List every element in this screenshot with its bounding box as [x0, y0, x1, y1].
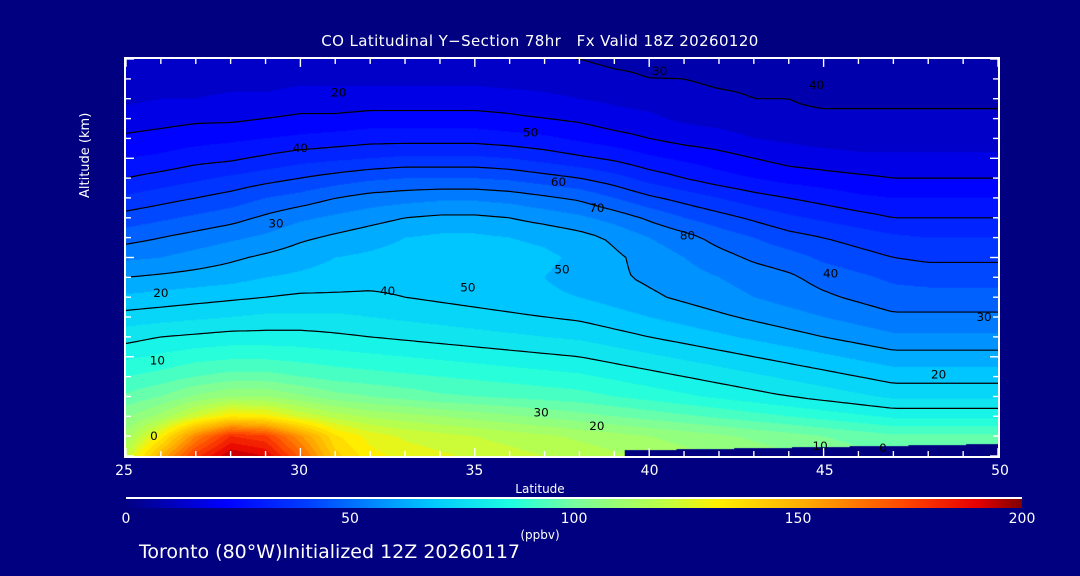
contour-label-group-16: 20: [931, 368, 946, 382]
contour-label-group-17: 30: [533, 405, 548, 419]
contour-label-group-15: 10: [150, 354, 165, 368]
contour-fill-field: [126, 59, 998, 456]
x-tick-label: 50: [991, 463, 1009, 479]
colorbar-tick-label: 150: [784, 511, 812, 527]
contour-line-path: [126, 59, 998, 408]
contour-label-group-8: 30: [268, 217, 283, 231]
plot-frame: 20 30 40 40 50 60 70 80 30 50 40 50 40 20 30 10 20 30 20 0 1…: [124, 57, 1000, 458]
contour-label-group-0: 20: [331, 86, 346, 100]
x-tick-label: 45: [815, 463, 834, 479]
contour-label: 0: [879, 441, 887, 455]
contour-label-group-2: 40: [809, 78, 824, 92]
contour-label: 0: [150, 429, 158, 443]
contour-label-group-5: 60: [551, 175, 566, 189]
x-axis-title: Latitude: [515, 482, 565, 496]
contour-label-group-12: 40: [380, 284, 395, 298]
colorbar-gradient: [126, 499, 1022, 508]
contour-label-group-9: 50: [554, 262, 569, 276]
frame-tick-marks: [126, 59, 998, 456]
contour-label-group-1: 30: [652, 64, 667, 78]
contour-lines-overlay: 20 30 40 40 50 60 70 80 30 50 40 50 40 20 30 10 20 30 20 0 1…: [126, 59, 998, 456]
x-tick-label: 25: [115, 463, 133, 479]
x-tick-label: 40: [640, 463, 659, 479]
footer-caption: Toronto (80°W)Initialized 12Z 20260117: [139, 541, 521, 563]
contour-label: 30: [533, 405, 548, 419]
contour-label: 50: [523, 125, 538, 139]
contour-label-group-11: 50: [460, 280, 475, 294]
contour-label: 50: [460, 280, 475, 294]
colorbar-tick-label: 50: [341, 511, 359, 527]
contour-label: 70: [589, 201, 604, 215]
contour-label: 50: [554, 262, 569, 276]
plot-inner: 20 30 40 40 50 60 70 80 30 50 40 50 40 20 30 10 20 30 20 0 1…: [126, 59, 998, 456]
contour-label-group-18: 20: [589, 419, 604, 433]
contour-label: 40: [293, 141, 308, 155]
contour-label: 10: [813, 439, 828, 453]
contour-label-group-14: 30: [976, 310, 991, 324]
contour-label-group-6: 70: [589, 201, 604, 215]
contour-label-group-3: 40: [293, 141, 308, 155]
contour-label: 60: [551, 175, 566, 189]
contour-label: 40: [809, 78, 824, 92]
contour-label: 40: [823, 266, 838, 280]
contour-label: 30: [976, 310, 991, 324]
contour-label-group-4: 50: [523, 125, 538, 139]
colorbar-tick-label: 200: [1008, 511, 1036, 527]
colorbar-units: (ppbv): [520, 528, 560, 542]
contour-label-group-7: 80: [680, 229, 695, 243]
contour-label: 20: [931, 368, 946, 382]
contour-label-group-19: 0: [150, 429, 158, 443]
contour-label: 20: [589, 419, 604, 433]
contour-label-group-13: 20: [153, 286, 168, 300]
contour-label: 10: [150, 354, 165, 368]
contour-label: 40: [380, 284, 395, 298]
colorbar-tick-label: 100: [560, 511, 588, 527]
contour-label: 20: [153, 286, 168, 300]
contour-label-group-20: 10: [813, 439, 828, 453]
contour-label: 20: [331, 86, 346, 100]
contour-label-group-10: 40: [823, 266, 838, 280]
colorbar: [126, 497, 1022, 508]
contour-label: 30: [652, 64, 667, 78]
colorbar-tick-label: 0: [121, 511, 131, 527]
contour-label: 80: [680, 229, 695, 243]
x-tick-label: 35: [465, 463, 484, 479]
page-title: CO Latitudinal Y−Section 78hr Fx Valid 1…: [321, 32, 759, 50]
contour-label-group-21: 0: [879, 441, 887, 455]
x-tick-label: 30: [290, 463, 309, 479]
y-axis-title: Altitude (km): [78, 112, 93, 198]
contour-label: 30: [268, 217, 283, 231]
